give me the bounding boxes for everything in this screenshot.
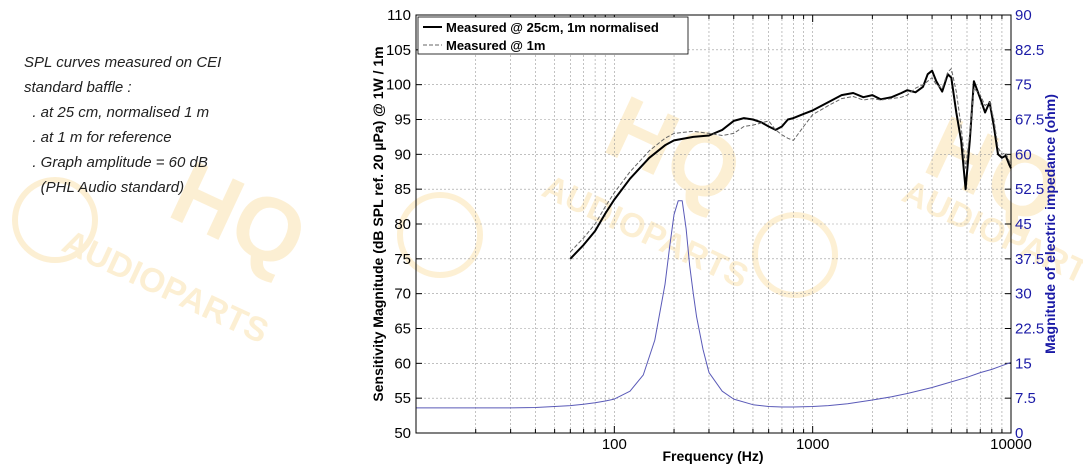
y-tick-label-right: 37.5 [1015,251,1044,268]
y-tick-label: 65 [394,321,411,338]
x-axis-label: Frequency (Hz) [662,448,763,464]
notes-line: . Graph amplitude = 60 dB [24,154,208,171]
y-tick-label-right: 45 [1015,216,1032,233]
y-tick-label: 110 [387,7,411,24]
x-tick-label: 100 [602,436,627,453]
y-axis-label: Sensitivity Magnitude (dB SPL ref. 20 µP… [370,46,386,401]
y-tick-label: 85 [394,181,411,198]
y-tick-label-right: 15 [1015,355,1032,372]
y-tick-label: 70 [394,286,411,303]
series-line-impedance [416,200,1012,409]
plot-frame [415,14,1012,434]
x-tick-label: 10000 [990,436,1032,453]
series-line-measured-1m [569,68,1012,253]
notes-line: . at 1 m for reference [24,129,172,146]
y-tick-label: 100 [386,77,411,94]
y-tick-label: 90 [394,146,411,163]
notes-line: SPL curves measured on CEI [24,54,222,71]
legend-box [417,16,689,55]
y-tick-label-right: 22.5 [1015,321,1044,338]
y-tick-label: 50 [394,425,411,442]
notes-line: . at 25 cm, normalised 1 m [24,104,210,121]
notes-line: (PHL Audio standard) [24,179,185,196]
y-tick-label: 60 [394,355,411,372]
y-tick-label-right: 67.5 [1015,112,1044,129]
legend-label-measured-25cm: Measured @ 25cm, 1m normalised [446,20,659,35]
chart-series [416,68,1012,409]
y-tick-label-right: 7.5 [1015,390,1036,407]
chart-legend: Measured @ 25cm, 1m normalised Measured … [417,16,689,55]
chart-ticks: 50 0 55 7.5 60 15 65 22.5 70 30 75 37.5 80 45 85 52.5 90… [386,7,1044,453]
x-tick-label: 1000 [796,436,829,453]
notes-block: SPL curves measured on CEI standard baff… [24,50,221,200]
y-tick-label: 80 [394,216,411,233]
y-tick-label-right: 90 [1015,7,1032,24]
y-tick-label: 75 [394,251,411,268]
y-tick-label: 95 [394,112,411,129]
y-tick-label-right: 60 [1015,146,1032,163]
y-tick-label-right: 0 [1015,425,1023,442]
y-tick-label-right: 30 [1015,286,1032,303]
y-tick-label-right: 52.5 [1015,181,1044,198]
y-tick-label-right: 75 [1015,77,1032,94]
series-line-measured-25cm [569,69,1012,260]
legend-label-measured-1m: Measured @ 1m [446,38,545,53]
y-tick-label: 55 [394,390,411,407]
y-tick-label: 105 [386,42,411,59]
notes-line: standard baffle : [24,79,132,96]
chart-grid [415,14,1011,434]
y-tick-label-right: 82.5 [1015,42,1044,59]
y-axis-label-right: Magnitude of electric impedance (ohm) [1042,94,1058,354]
